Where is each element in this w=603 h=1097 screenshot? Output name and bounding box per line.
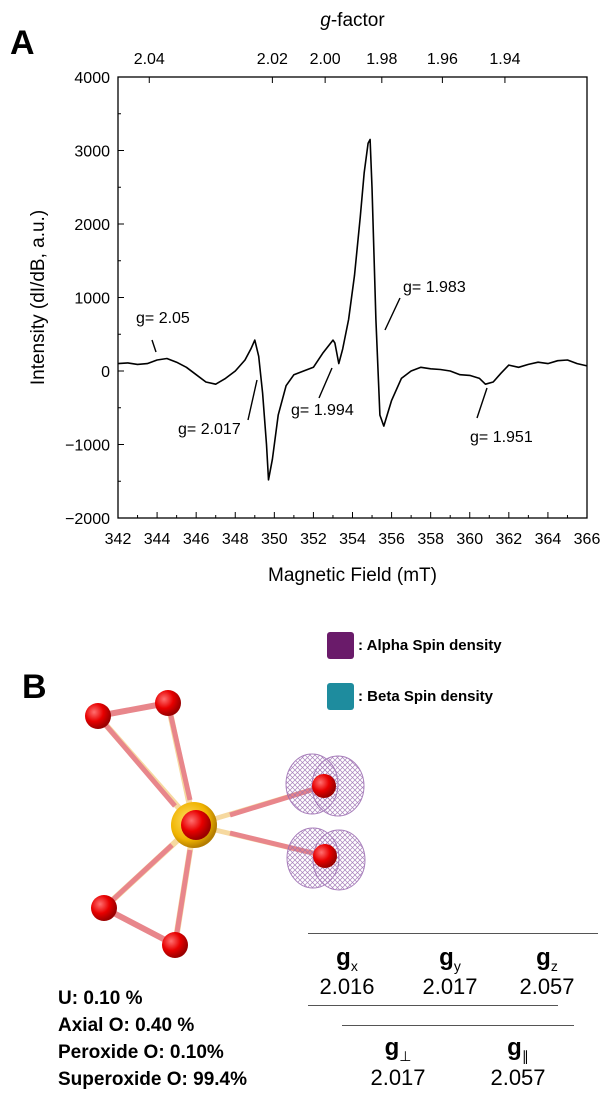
stat-peroxide-o: Peroxide O: 0.10% — [58, 1042, 224, 1063]
g-perp-sub: ⊥ — [399, 1047, 412, 1064]
legend-alpha: : Alpha Spin density — [327, 632, 502, 659]
uranyl-superoxide-molecule — [85, 690, 366, 958]
g-par-symbol: g — [507, 1034, 522, 1061]
x-tick-label: 348 — [222, 531, 249, 548]
panel-label-a: A — [10, 24, 35, 62]
annotation-leader — [384, 297, 401, 331]
x-tick-label: 362 — [495, 531, 522, 548]
annotation-label: g= 1.983 — [403, 279, 466, 296]
g-z-sub: z — [550, 957, 558, 974]
x-tick-label: 344 — [144, 531, 171, 548]
x-tick-label: 352 — [300, 531, 327, 548]
g-y-symbol: g — [439, 944, 454, 971]
annotation-leader — [476, 387, 488, 419]
g-z-value: 2.057 — [519, 973, 575, 999]
superoxide-oxygen — [312, 774, 336, 798]
x-tick-label: 358 — [417, 531, 444, 548]
g-x-value: 2.016 — [319, 973, 375, 999]
stat-axial-o: Axial O: 0.40 % — [58, 1015, 195, 1036]
alpha-swatch — [327, 632, 354, 659]
legend-beta-label: : Beta Spin density — [358, 688, 494, 705]
legend-alpha-label: : Alpha Spin density — [358, 637, 502, 654]
g-perp-symbol: g — [384, 1034, 400, 1061]
x-tick-label: 364 — [535, 531, 562, 548]
x-tick-label: 366 — [574, 531, 601, 548]
top-tick-label: 2.00 — [310, 51, 341, 68]
annotation-label: g= 1.994 — [291, 402, 354, 419]
g-y-value: 2.017 — [422, 973, 478, 999]
panel-label-b: B — [22, 668, 47, 706]
x-tick-label: 342 — [105, 531, 132, 548]
g-y-cell: gy 2.017 — [400, 944, 500, 1000]
g-y-sub: y — [453, 957, 461, 974]
top-tick-label: 1.96 — [427, 51, 458, 68]
peroxide-oxygen — [85, 703, 111, 729]
g-par-cell: g∥ 2.057 — [468, 1034, 568, 1091]
stat-u: U: 0.10 % — [58, 988, 143, 1009]
x-tick-label: 356 — [378, 531, 405, 548]
top-axis-label: g-factor — [320, 10, 385, 31]
spin-density-stats: U: 0.10 % Axial O: 0.40 % Peroxide O: 0.… — [58, 985, 247, 1093]
x-tick-label: 350 — [261, 531, 288, 548]
y-axis-label: Intensity (dI/dB, a.u.) — [28, 210, 49, 385]
g-par-value: 2.057 — [490, 1064, 546, 1090]
y-tick-label: 2000 — [74, 217, 110, 234]
g-x-cell: gx 2.016 — [297, 944, 397, 1000]
annotation-label: g= 1.951 — [470, 429, 533, 446]
top-tick-label: 1.98 — [366, 51, 397, 68]
table-rule-second — [342, 1025, 574, 1026]
top-tick-label: 1.94 — [489, 51, 520, 68]
y-tick-label: 3000 — [74, 144, 110, 161]
beta-swatch — [327, 683, 354, 710]
g-perp-cell: g⊥ 2.017 — [348, 1034, 448, 1091]
y-tick-label: 4000 — [74, 70, 110, 87]
peroxide-oxygen — [91, 895, 117, 921]
y-tick-label: 0 — [101, 364, 110, 381]
table-rule-middle — [308, 1005, 558, 1006]
x-axis-label: Magnetic Field (mT) — [268, 565, 437, 586]
annotation-label: g= 2.017 — [178, 421, 241, 438]
annotation-leader — [247, 379, 258, 421]
g-z-symbol: g — [536, 944, 551, 971]
g-z-cell: gz 2.057 — [497, 944, 597, 1000]
top-tick-label: 2.02 — [257, 51, 288, 68]
annotation-leader — [318, 367, 333, 399]
g-x-sub: x — [350, 957, 358, 974]
peroxide-oxygen — [162, 932, 188, 958]
g-par-sub: ∥ — [521, 1047, 529, 1064]
superoxide-oxygen — [313, 844, 337, 868]
annotation-label: g= 2.05 — [136, 310, 190, 327]
x-tick-label: 346 — [183, 531, 210, 548]
epr-spectrum-chart: 342 344 346 348 350 352 354 356 358 360 362 364 366 4… — [28, 10, 601, 586]
axial-oxygen — [181, 810, 211, 840]
top-tick-label: 2.04 — [134, 51, 165, 68]
plot-frame — [117, 76, 588, 519]
x-tick-label: 354 — [339, 531, 366, 548]
stat-superoxide-o: Superoxide O: 99.4% — [58, 1069, 248, 1090]
y-tick-label: −1000 — [65, 438, 110, 455]
g-perp-value: 2.017 — [370, 1064, 426, 1090]
table-rule-top — [308, 933, 598, 934]
y-tick-label: 1000 — [74, 291, 110, 308]
y-tick-label: −2000 — [65, 511, 110, 528]
annotation-leader — [151, 339, 157, 353]
x-tick-label: 360 — [456, 531, 483, 548]
g-x-symbol: g — [336, 944, 351, 971]
peroxide-oxygen — [155, 690, 181, 716]
spectrum-line — [117, 138, 588, 481]
legend-beta: : Beta Spin density — [327, 683, 493, 710]
